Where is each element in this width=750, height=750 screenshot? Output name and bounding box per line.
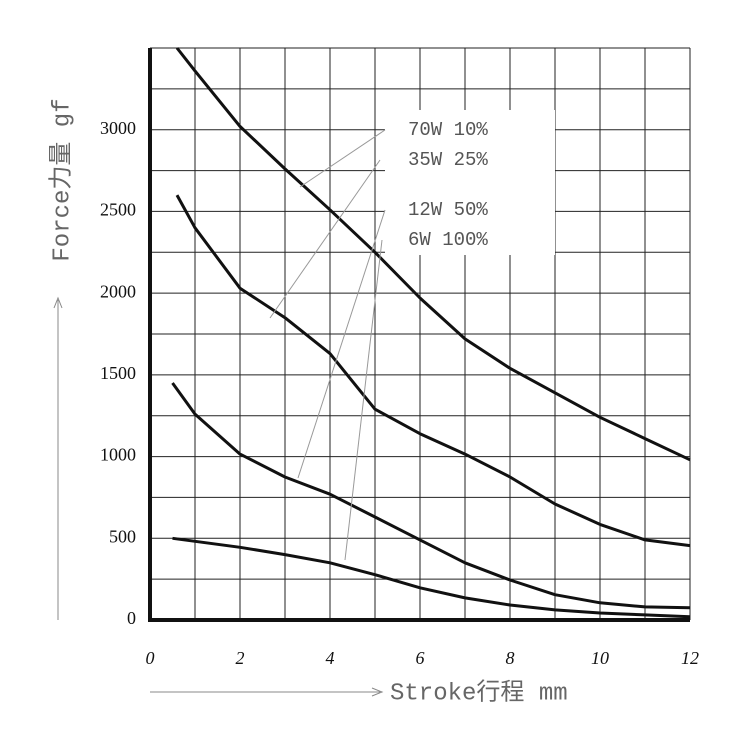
series-line bbox=[171, 382, 691, 610]
leader-line bbox=[299, 129, 386, 188]
series-line bbox=[172, 536, 691, 619]
y-tick-label: 0 bbox=[127, 608, 136, 628]
x-tick-label: 4 bbox=[326, 648, 335, 668]
y-tick-label: 1000 bbox=[100, 445, 136, 465]
x-arrow-head bbox=[371, 687, 384, 697]
leader-line bbox=[344, 239, 383, 561]
x-tick-label: 2 bbox=[236, 648, 245, 668]
x-tick-label: 8 bbox=[506, 648, 515, 668]
x-tick-label: 12 bbox=[681, 648, 699, 668]
legend-box bbox=[385, 110, 555, 255]
y-tick-label: 500 bbox=[109, 526, 136, 546]
x-tick-label: 10 bbox=[591, 648, 609, 668]
legend-label: 35W 25% bbox=[408, 149, 488, 171]
y-tick-label: 2000 bbox=[100, 281, 136, 301]
y-tick-label: 2500 bbox=[100, 200, 136, 220]
legend-label: 6W 100% bbox=[408, 229, 488, 251]
series-line bbox=[175, 194, 691, 548]
x-tick-label: 0 bbox=[146, 648, 155, 668]
series-line bbox=[175, 47, 691, 462]
x-tick-label: 6 bbox=[416, 648, 425, 668]
y-axis-label: Force力量 gf bbox=[47, 98, 76, 261]
x-axis-label: Stroke行程 mm bbox=[390, 678, 568, 707]
legend-label: 70W 10% bbox=[408, 119, 488, 141]
leader-line bbox=[269, 159, 381, 319]
y-tick-label: 3000 bbox=[100, 118, 136, 138]
y-tick-label: 1500 bbox=[100, 363, 136, 383]
y-arrow-head bbox=[53, 296, 63, 309]
leader-line bbox=[297, 209, 386, 479]
legend-label: 12W 50% bbox=[408, 199, 488, 221]
